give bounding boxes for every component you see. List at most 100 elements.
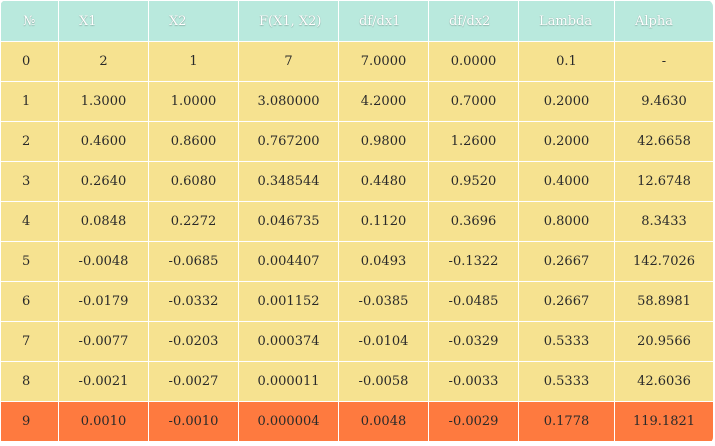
cell-x2: 1 (148, 41, 239, 82)
cell-number: 4 (0, 201, 59, 242)
highlighted-table-row: 9 0.0010 -0.0010 0.000004 0.0048 -0.0029… (0, 401, 713, 442)
table-row: 7 -0.0077 -0.0203 0.000374 -0.0104 -0.03… (0, 321, 713, 362)
cell-x1: 0.2640 (58, 161, 149, 202)
cell-alpha: - (614, 41, 713, 82)
cell-alpha: 20.9566 (614, 321, 713, 362)
table-row: 3 0.2640 0.6080 0.348544 0.4480 0.9520 0… (0, 161, 713, 202)
cell-x2: -0.0027 (148, 361, 239, 402)
cell-x2: 0.6080 (148, 161, 239, 202)
column-header-alpha: Alpha (614, 0, 713, 42)
cell-df-dx2: 0.3696 (428, 201, 519, 242)
cell-function-value: 0.000004 (238, 401, 339, 442)
column-header-x2: X2 (148, 0, 239, 42)
cell-df-dx1: 4.2000 (338, 81, 429, 122)
cell-function-value: 0.000011 (238, 361, 339, 402)
cell-alpha: 42.6658 (614, 121, 713, 162)
cell-alpha: 8.3433 (614, 201, 713, 242)
cell-df-dx1: 0.0493 (338, 241, 429, 282)
cell-x2: -0.0685 (148, 241, 239, 282)
cell-number: 7 (0, 321, 59, 362)
cell-lambda: 0.1778 (518, 401, 615, 442)
cell-function-value: 0.767200 (238, 121, 339, 162)
cell-function-value: 0.004407 (238, 241, 339, 282)
cell-lambda: 0.1 (518, 41, 615, 82)
cell-number: 8 (0, 361, 59, 402)
cell-df-dx1: -0.0104 (338, 321, 429, 362)
cell-df-dx2: 0.7000 (428, 81, 519, 122)
table-row: 8 -0.0021 -0.0027 0.000011 -0.0058 -0.00… (0, 361, 713, 402)
table-row: 6 -0.0179 -0.0332 0.001152 -0.0385 -0.04… (0, 281, 713, 322)
cell-number: 9 (0, 401, 59, 442)
cell-x1: -0.0179 (58, 281, 149, 322)
cell-number: 0 (0, 41, 59, 82)
table-row: 2 0.4600 0.8600 0.767200 0.9800 1.2600 0… (0, 121, 713, 162)
column-header-function-value: F(X1, X2) (238, 0, 339, 42)
cell-df-dx1: 0.1120 (338, 201, 429, 242)
cell-alpha: 12.6748 (614, 161, 713, 202)
cell-x1: -0.0077 (58, 321, 149, 362)
cell-df-dx2: -0.0029 (428, 401, 519, 442)
cell-df-dx2: -0.0485 (428, 281, 519, 322)
cell-x2: 0.8600 (148, 121, 239, 162)
cell-df-dx2: -0.0033 (428, 361, 519, 402)
cell-function-value: 0.000374 (238, 321, 339, 362)
table-row: 1 1.3000 1.0000 3.080000 4.2000 0.7000 0… (0, 81, 713, 122)
cell-alpha: 58.8981 (614, 281, 713, 322)
cell-x1: -0.0021 (58, 361, 149, 402)
cell-number: 3 (0, 161, 59, 202)
cell-lambda: 0.5333 (518, 321, 615, 362)
cell-alpha: 119.1821 (614, 401, 713, 442)
cell-df-dx1: 0.0048 (338, 401, 429, 442)
cell-x1: 0.0848 (58, 201, 149, 242)
table-row: 5 -0.0048 -0.0685 0.004407 0.0493 -0.132… (0, 241, 713, 282)
cell-x1: 0.0010 (58, 401, 149, 442)
cell-alpha: 142.7026 (614, 241, 713, 282)
table-row: 0 2 1 7 7.0000 0.0000 0.1 - (0, 41, 713, 82)
cell-df-dx1: -0.0385 (338, 281, 429, 322)
cell-df-dx2: -0.0329 (428, 321, 519, 362)
cell-function-value: 7 (238, 41, 339, 82)
cell-lambda: 0.4000 (518, 161, 615, 202)
cell-x2: -0.0203 (148, 321, 239, 362)
cell-x2: -0.0010 (148, 401, 239, 442)
cell-x2: 1.0000 (148, 81, 239, 122)
table-header-row: № X1 X2 F(X1, X2) df/dx1 df/dx2 Lambda A… (0, 0, 713, 42)
column-header-df-dx2: df/dx2 (428, 0, 519, 42)
cell-df-dx1: -0.0058 (338, 361, 429, 402)
cell-x1: 2 (58, 41, 149, 82)
cell-df-dx2: 0.0000 (428, 41, 519, 82)
cell-lambda: 0.5333 (518, 361, 615, 402)
cell-lambda: 0.2000 (518, 81, 615, 122)
cell-df-dx2: -0.1322 (428, 241, 519, 282)
cell-df-dx1: 0.9800 (338, 121, 429, 162)
cell-alpha: 9.4630 (614, 81, 713, 122)
column-header-df-dx1: df/dx1 (338, 0, 429, 42)
cell-function-value: 0.348544 (238, 161, 339, 202)
cell-lambda: 0.2667 (518, 241, 615, 282)
cell-df-dx2: 1.2600 (428, 121, 519, 162)
cell-alpha: 42.6036 (614, 361, 713, 402)
cell-lambda: 0.2667 (518, 281, 615, 322)
cell-df-dx1: 0.4480 (338, 161, 429, 202)
cell-lambda: 0.2000 (518, 121, 615, 162)
cell-number: 6 (0, 281, 59, 322)
table-row: 4 0.0848 0.2272 0.046735 0.1120 0.3696 0… (0, 201, 713, 242)
cell-x2: 0.2272 (148, 201, 239, 242)
cell-lambda: 0.8000 (518, 201, 615, 242)
cell-number: 1 (0, 81, 59, 122)
cell-function-value: 0.046735 (238, 201, 339, 242)
cell-x1: 1.3000 (58, 81, 149, 122)
cell-number: 2 (0, 121, 59, 162)
cell-function-value: 0.001152 (238, 281, 339, 322)
cell-x1: -0.0048 (58, 241, 149, 282)
column-header-number: № (0, 0, 59, 42)
cell-number: 5 (0, 241, 59, 282)
column-header-x1: X1 (58, 0, 149, 42)
cell-df-dx1: 7.0000 (338, 41, 429, 82)
cell-x2: -0.0332 (148, 281, 239, 322)
cell-x1: 0.4600 (58, 121, 149, 162)
column-header-lambda: Lambda (518, 0, 615, 42)
cell-df-dx2: 0.9520 (428, 161, 519, 202)
